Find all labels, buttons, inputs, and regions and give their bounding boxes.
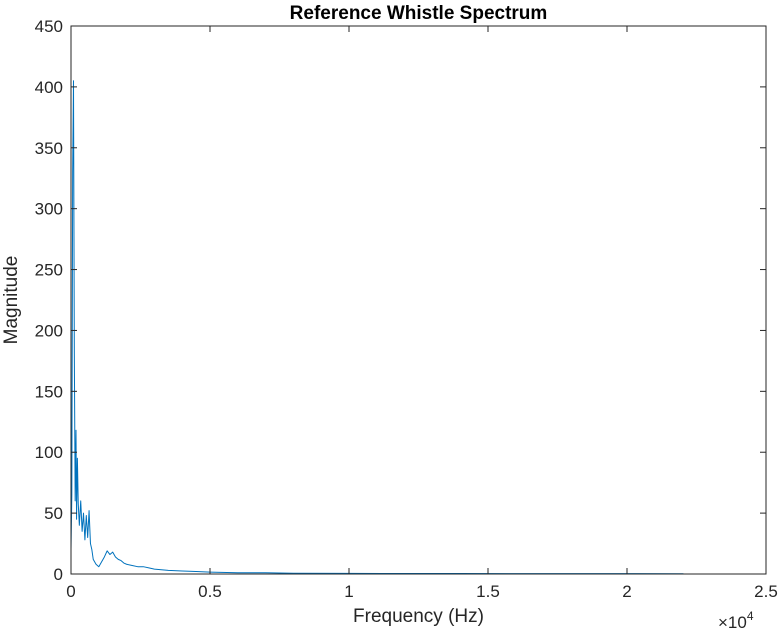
- y-tick-label: 50: [44, 504, 63, 523]
- x-tick-label: 1: [344, 582, 353, 601]
- plot-area: [70, 80, 685, 575]
- axes-box: [70, 25, 767, 575]
- x-exponent-label: ×104: [718, 609, 754, 631]
- spectrum-series-line: [70, 80, 685, 575]
- chart-title: Reference Whistle Spectrum: [290, 3, 548, 24]
- x-tick-label: 0.5: [198, 582, 222, 601]
- x-tick-label: 0: [66, 582, 75, 601]
- y-tick-label: 400: [35, 78, 63, 97]
- y-tick-label: 300: [35, 200, 63, 219]
- x-tick-label: 1.5: [476, 582, 500, 601]
- y-tick-label: 0: [54, 565, 63, 584]
- y-tick-label: 450: [35, 17, 63, 36]
- x-exponent-power: 4: [747, 609, 754, 623]
- y-tick-label: 250: [35, 261, 63, 280]
- y-tick-label: 150: [35, 382, 63, 401]
- y-tick-label: 350: [35, 139, 63, 158]
- x-axis-label: Frequency (Hz): [353, 606, 484, 627]
- axis-ticks: 0 0.5 1 1.5 2 2.5 0 50 100 150 200 250 300 350 400 450: [35, 17, 778, 601]
- y-tick-label: 100: [35, 443, 63, 462]
- x-tick-label: 2.5: [754, 582, 778, 601]
- x-exponent-base: ×10: [718, 613, 747, 631]
- x-tick-label: 2: [622, 582, 631, 601]
- y-tick-label: 200: [35, 321, 63, 340]
- y-axis-label: Magnitude: [1, 256, 22, 345]
